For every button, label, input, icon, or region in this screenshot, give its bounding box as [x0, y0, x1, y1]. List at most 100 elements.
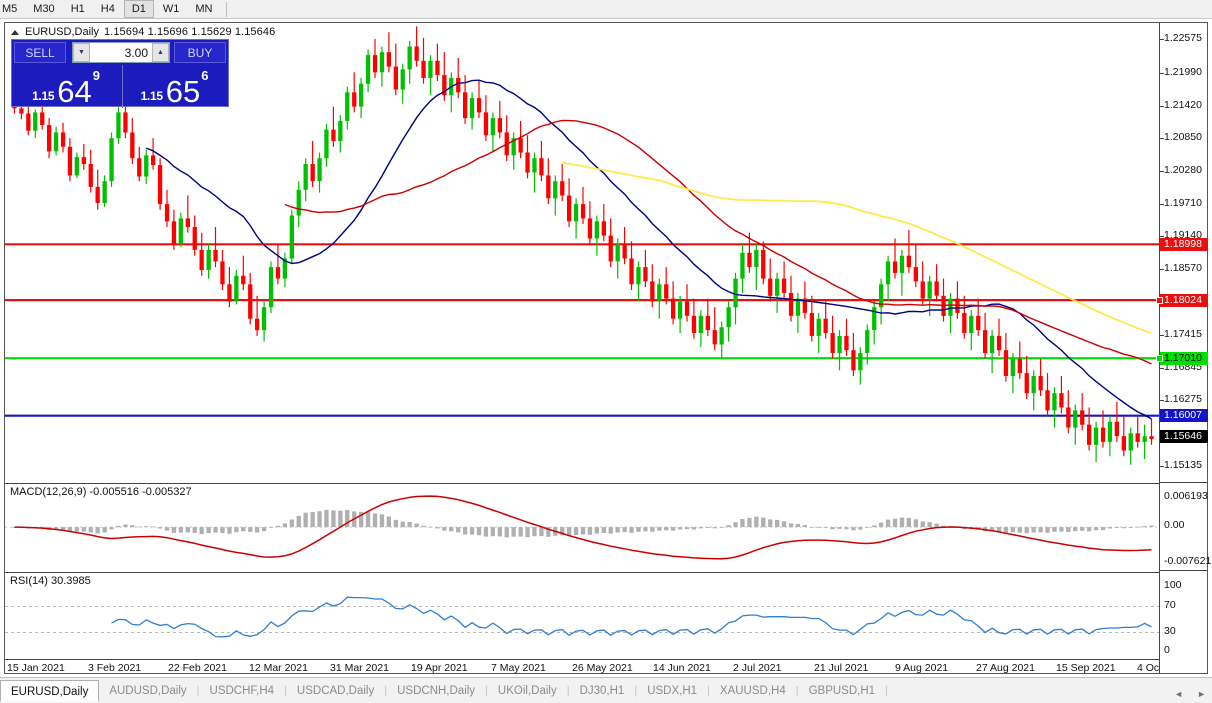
volume-stepper[interactable]: ▼ 3.00 ▲: [72, 42, 170, 63]
macd-histogram-bar: [220, 527, 225, 533]
macd-histogram-bar: [379, 514, 385, 528]
symbol-tab-ukoil[interactable]: UKOil,Daily: [497, 684, 557, 697]
tab-separator: |: [384, 684, 388, 697]
current-price-label[interactable]: 1.15646: [1160, 429, 1208, 443]
sell-price-big: 64: [57, 74, 92, 109]
symbol-tab-usdx[interactable]: USDX,H1: [647, 684, 698, 697]
price-level-label-4[interactable]: 1.16007: [1160, 409, 1208, 423]
symbol-tab-xauusd[interactable]: XAUUSD,H4: [719, 684, 786, 697]
candle-body: [310, 164, 315, 182]
macd-tick-label: 0.006193: [1164, 490, 1208, 502]
one-click-trade-panel[interactable]: SELL ▼ 3.00 ▲ BUY 1.15 64 9 1.15 65 6: [11, 39, 229, 108]
macd-histogram-bar: [1073, 527, 1078, 532]
candle-body: [1066, 407, 1071, 428]
macd-histogram-bar: [275, 525, 281, 528]
timeframe-m30[interactable]: M30: [33, 2, 55, 15]
price-scale[interactable]: 1.22575 1.21990 1.21420 1.20850 1.20280 1.197…: [1156, 23, 1211, 673]
candle-body: [962, 313, 967, 334]
candle-body: [837, 335, 842, 354]
macd-histogram-bar: [1107, 527, 1113, 529]
macd-histogram-bar: [227, 527, 232, 534]
symbol-tab-audusd[interactable]: AUDUSD,Daily: [109, 684, 187, 697]
sell-price-fraction: 9: [92, 68, 100, 83]
price-tick-mark: [1160, 203, 1164, 205]
candle-body: [705, 315, 710, 331]
date-tick-label: 22 Feb 2021: [168, 662, 227, 674]
macd-histogram-bar: [747, 517, 752, 528]
candle-body: [428, 60, 433, 78]
candle-body: [830, 333, 835, 354]
volume-decrease-icon[interactable]: ▼: [73, 43, 90, 62]
candle-body: [379, 52, 385, 73]
candle-body: [733, 278, 738, 308]
candle-body: [227, 284, 232, 302]
buy-button[interactable]: BUY: [174, 42, 226, 63]
scroll-right-icon[interactable]: ►: [1197, 689, 1206, 699]
candle-body: [580, 204, 586, 219]
level-drag-handle[interactable]: [1156, 354, 1163, 362]
level-drag-handle[interactable]: [1156, 296, 1163, 304]
scroll-left-icon[interactable]: ◄: [1174, 689, 1184, 699]
candle-body: [1093, 427, 1099, 445]
sell-button[interactable]: SELL: [14, 42, 66, 63]
price-level-label-1[interactable]: 1.18998: [1160, 237, 1208, 251]
macd-histogram-bar: [400, 521, 405, 528]
timeframe-mn[interactable]: MN: [195, 2, 213, 15]
candle-body: [345, 92, 350, 121]
buy-price-display[interactable]: 1.15 65 6: [122, 65, 226, 108]
volume-value[interactable]: 3.00: [124, 45, 148, 60]
macd-histogram-bar: [1100, 527, 1106, 531]
macd-histogram-bar: [788, 523, 794, 528]
macd-pane[interactable]: MACD(12,26,9) -0.005516 -0.005327: [5, 483, 1161, 571]
date-tick-label: 19 Apr 2021: [411, 662, 468, 674]
candle-body: [913, 267, 918, 282]
candle-body: [234, 275, 239, 302]
candle-body: [934, 281, 939, 296]
timeframe-d1[interactable]: D1: [123, 0, 154, 18]
timeframe-w1[interactable]: W1: [162, 2, 180, 15]
symbol-tab-gbpusd[interactable]: GBPUSD,H1: [808, 684, 876, 697]
macd-histogram-bar: [88, 527, 93, 533]
macd-histogram-bar: [255, 527, 260, 533]
timeframe-h4[interactable]: H4: [100, 2, 115, 15]
candle-body: [650, 281, 655, 302]
candle-body: [289, 215, 294, 259]
macd-histogram-bar: [497, 527, 502, 537]
tab-scroll-controls[interactable]: ◄ ►: [1174, 689, 1206, 699]
macd-histogram-bar: [920, 521, 925, 528]
collapse-triangle-icon[interactable]: [11, 29, 19, 35]
candle-body: [546, 175, 551, 199]
symbol-tab-usdcnh[interactable]: USDCNH,Daily: [397, 684, 476, 697]
macd-histogram-bar: [885, 519, 891, 528]
sell-price-prefix: 1.15: [32, 89, 55, 103]
macd-histogram-bar: [719, 527, 724, 528]
candle-body: [303, 164, 308, 190]
timeframe-m5[interactable]: M5: [2, 2, 18, 15]
macd-histogram-bar: [365, 511, 371, 528]
symbol-tab-eurusd[interactable]: EURUSD,Daily: [0, 679, 100, 702]
price-tick-label: 1.21990: [1160, 66, 1202, 78]
candle-body: [671, 298, 676, 319]
macd-histogram-bar: [816, 527, 821, 528]
price-tick-mark: [1160, 400, 1164, 402]
candle-body: [144, 155, 149, 177]
price-level-label-2[interactable]: 1.18024: [1160, 293, 1208, 307]
timeframe-h1[interactable]: H1: [70, 2, 85, 15]
rsi-pane[interactable]: RSI(14) 30.3985: [5, 572, 1161, 658]
macd-plot: [5, 495, 1161, 560]
symbol-tab-usdchf[interactable]: USDCHF,H4: [209, 684, 275, 697]
symbol-tab-dj30[interactable]: DJ30,H1: [579, 684, 625, 697]
price-level-label-3[interactable]: 1.17010: [1160, 351, 1208, 365]
candle-body: [879, 284, 884, 308]
symbol-tab-usdcad[interactable]: USDCAD,Daily: [296, 684, 375, 697]
macd-histogram-bar: [282, 523, 287, 528]
volume-increase-icon[interactable]: ▲: [152, 43, 169, 62]
candle-body: [185, 218, 190, 227]
macd-histogram-bar: [511, 527, 516, 537]
candle-body: [1135, 433, 1140, 442]
buy-price-big: 65: [165, 74, 201, 109]
chart-header: EURUSD,Daily 1.15694 1.15696 1.15629 1.1…: [11, 26, 275, 38]
sell-price-display[interactable]: 1.15 64 9: [14, 65, 118, 108]
macd-histogram-bar: [1038, 527, 1043, 533]
